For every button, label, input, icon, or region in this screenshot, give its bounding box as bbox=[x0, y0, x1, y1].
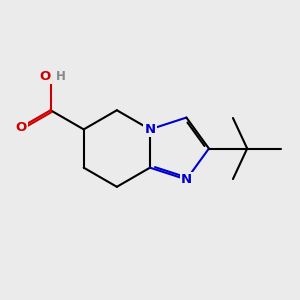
Text: N: N bbox=[144, 123, 156, 136]
Text: O: O bbox=[39, 70, 51, 83]
Text: O: O bbox=[16, 121, 27, 134]
Text: H: H bbox=[56, 70, 66, 83]
Text: N: N bbox=[181, 173, 192, 186]
